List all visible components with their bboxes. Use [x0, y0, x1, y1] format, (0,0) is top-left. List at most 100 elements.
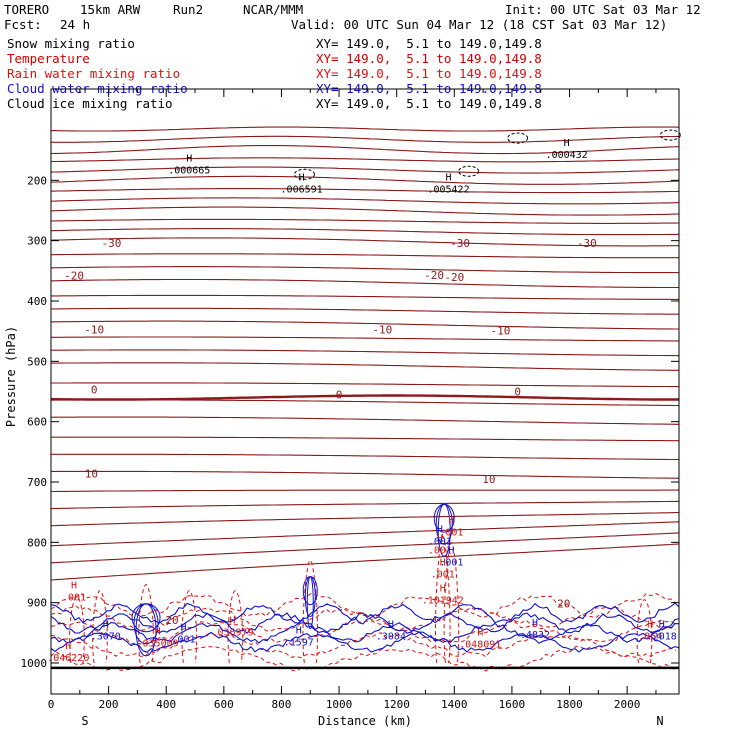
cloud-water-cell — [304, 576, 316, 618]
temperature-label: -30 — [577, 237, 597, 250]
y-tick-label: 800 — [27, 536, 47, 549]
cloud-water-cell — [135, 603, 157, 657]
x-tick-label: 2000 — [614, 698, 641, 711]
temperature-isotherm — [50, 135, 680, 143]
maximum-marker: H — [180, 623, 186, 634]
maximum-value: .064 — [638, 632, 662, 643]
temperature-isotherm — [50, 349, 680, 357]
org-label: NCAR/MMM — [243, 2, 304, 17]
maximum-marker: H — [437, 524, 443, 535]
temperature-isotherm — [50, 500, 680, 510]
legend-rain-label: Rain water mixing ratio — [7, 66, 181, 81]
y-tick-label: 300 — [27, 235, 47, 248]
maximum-value: .001 — [171, 635, 195, 646]
maximum-marker: H — [564, 138, 570, 149]
temperature-label: -30 — [102, 237, 122, 250]
maximum-value: .1597 — [284, 638, 314, 649]
temperature-isotherm — [51, 453, 679, 461]
temperature-label: 20 — [165, 614, 178, 627]
y-tick-label: 700 — [27, 476, 47, 489]
maximum-value: .4832 — [520, 630, 550, 641]
contour-labels: -30 -30 -30-20 -20 -20-10 -10 -100 0 010 102020H.… — [47, 138, 677, 664]
temperature-isotherm — [51, 266, 679, 274]
temperature-isotherm — [50, 511, 680, 527]
x-tick-label: 800 — [272, 698, 292, 711]
y-tick-label: 200 — [27, 174, 47, 187]
south-label: S — [81, 714, 88, 728]
temperature-isotherm — [50, 543, 680, 581]
x-tick-label: 600 — [214, 698, 234, 711]
rain-plume — [636, 599, 653, 664]
temperature-label: 0 — [91, 384, 98, 397]
maximum-value: .3070 — [91, 632, 121, 643]
temperature-label: -30 — [450, 237, 470, 250]
maximum-marker: H — [446, 173, 452, 184]
x-tick-label: 1000 — [326, 698, 353, 711]
maximum-marker: H — [186, 153, 192, 164]
temperature-label: -20 — [444, 271, 464, 284]
maximum-marker: H — [299, 173, 305, 184]
temperature-label: 20 — [557, 597, 570, 610]
maximum-marker: H — [440, 583, 446, 594]
snow-contour — [659, 129, 681, 141]
temperature-label: -10 — [372, 323, 392, 336]
temperature-isotherm — [51, 489, 679, 493]
run-label: Run2 — [173, 2, 204, 17]
maximum-value: .001 — [439, 557, 463, 568]
rain-contour — [50, 645, 677, 672]
maximum-marker: H — [437, 533, 443, 544]
rain-plume — [443, 541, 460, 664]
temperature-isotherm — [50, 188, 680, 194]
init-time: Init: 00 UTC Sat 03 Mar 12 — [505, 2, 701, 17]
temperature-isotherm — [51, 294, 679, 300]
temperature-isotherm — [50, 399, 679, 407]
temperature-label: 10 — [85, 468, 98, 481]
rain-plume — [69, 596, 85, 664]
temperature-label: -20 — [64, 270, 84, 283]
temperature-isotherm — [51, 278, 679, 289]
valid-time: Valid: 00 UTC Sun 04 Mar 12 (18 CST Sat … — [291, 17, 668, 32]
maximum-marker: H — [229, 615, 235, 626]
temperature-isotherm — [50, 228, 680, 236]
temperature-isotherm — [50, 218, 680, 224]
maximum-marker: H — [440, 558, 446, 569]
temperature-isotherm — [50, 197, 680, 205]
maximum-value: .000432 — [546, 150, 588, 161]
y-tick-label: 600 — [27, 416, 47, 429]
y-tick-label: 900 — [27, 597, 47, 610]
x-tick-label: 400 — [156, 698, 176, 711]
legend-cloud-ice-range: XY= 149.0, 5.1 to 149.0,149.8 — [316, 96, 542, 111]
forecast-hour: 24 h — [60, 17, 91, 32]
legend-snow-range: XY= 149.0, 5.1 to 149.0,149.8 — [316, 36, 542, 51]
temperature-contours — [50, 126, 680, 581]
snow-contour — [294, 168, 316, 180]
maximum-marker: H — [647, 620, 653, 631]
cloud-water-contour — [50, 631, 680, 653]
legend-temperature-label: Temperature — [7, 51, 90, 66]
rain-plume — [434, 535, 451, 664]
rain-contours — [50, 535, 677, 672]
temperature-isotherm — [50, 237, 679, 247]
maximum-marker: H — [155, 626, 161, 637]
maximum-value: .001 — [428, 545, 452, 556]
maximum-value: .001 — [439, 527, 463, 538]
temperature-isotherm — [50, 416, 679, 425]
maximum-marker: H — [103, 620, 109, 631]
temperature-isotherm — [51, 126, 680, 132]
cloud-water-cell — [306, 576, 314, 630]
temperature-label: -20 — [424, 269, 444, 282]
model-resolution: 15km ARW — [80, 2, 141, 17]
north-label: N — [656, 714, 663, 728]
temperature-label: 0 — [336, 389, 343, 402]
maximum-marker: H — [71, 580, 77, 591]
y-axis-label: Pressure (hPa) — [4, 326, 18, 427]
legend-temperature-range: XY= 149.0, 5.1 to 149.0,149.8 — [316, 51, 542, 66]
temperature-isotherm — [50, 532, 680, 564]
maximum-marker: H — [448, 545, 454, 556]
maximum-marker: H — [477, 627, 483, 638]
temperature-isotherm — [51, 470, 680, 479]
y-tick-label: 1000 — [21, 657, 48, 670]
model-name: TORERO — [4, 2, 50, 17]
legend-rain-range: XY= 149.0, 5.1 to 149.0,149.8 — [316, 66, 542, 81]
